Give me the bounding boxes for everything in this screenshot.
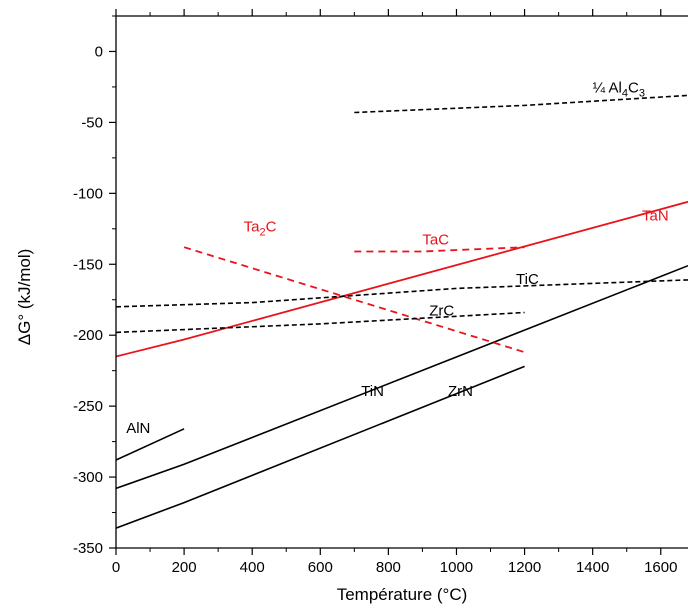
series-label-al4c3: ¼ Al4C3	[593, 80, 645, 100]
y-tick-label: -100	[73, 185, 103, 202]
y-tick-label: -250	[73, 398, 103, 415]
series-line-al4c3	[354, 94, 688, 114]
y-axis-title: ΔG° (kJ/mol)	[15, 249, 34, 346]
series-label-zrc: ZrC	[429, 302, 454, 319]
series-line-tic	[115, 279, 688, 308]
series-label-tan: TaN	[642, 207, 669, 224]
series-line-tin	[115, 264, 688, 490]
y-tick-label: -300	[73, 469, 103, 486]
y-tick-label: -150	[73, 256, 103, 273]
y-tick-label: 0	[95, 43, 103, 60]
series-line-tac	[354, 246, 525, 253]
x-tick-label: 400	[240, 559, 265, 576]
series-label-aln: AlN	[126, 420, 150, 437]
series-line-aln	[115, 428, 185, 461]
y-tick-label: -350	[73, 540, 103, 557]
series-label-tac: TaC	[422, 231, 449, 248]
x-tick-label: 1200	[508, 559, 541, 576]
series-label-zrn: ZrN	[448, 383, 473, 400]
series-line-tan	[115, 200, 688, 358]
y-tick-label: -50	[81, 114, 103, 131]
series-label-tin: TiN	[361, 383, 384, 400]
x-tick-label: 1600	[644, 559, 677, 576]
x-tick-label: 200	[172, 559, 197, 576]
y-tick-label: -200	[73, 327, 103, 344]
series-line-zrn	[115, 365, 525, 529]
x-tick-label: 600	[308, 559, 333, 576]
series-layer: AlN TiN ZrN TaN TaC Ta2C TiC ZrC ¼ Al4C3	[115, 80, 688, 529]
series-line-zrc	[115, 311, 525, 334]
series-label-ta2c: Ta2C	[244, 219, 277, 239]
series-line-ta2c	[183, 246, 525, 354]
x-tick-label: 1000	[440, 559, 473, 576]
axes: 0 200 400 600 800 1000 1200 1400 1600 0 -50 -100 -15…	[73, 9, 688, 576]
x-tick-label: 800	[376, 559, 401, 576]
x-axis-title: Température (°C)	[337, 585, 468, 604]
x-tick-label: 0	[112, 559, 120, 576]
series-label-tic: TiC	[516, 271, 539, 288]
x-tick-label: 1400	[576, 559, 609, 576]
